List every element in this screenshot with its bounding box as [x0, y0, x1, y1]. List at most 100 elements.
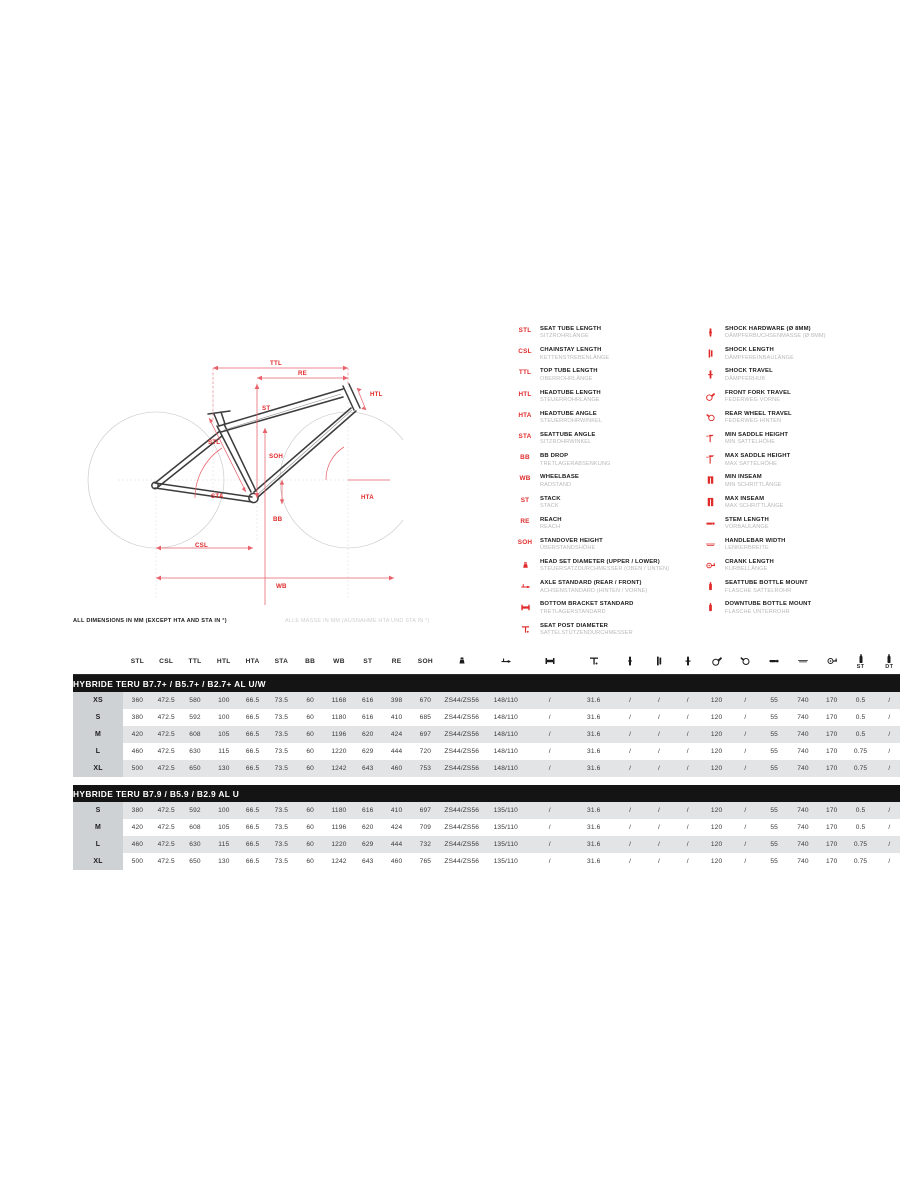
legend-item: SHOCK LENGTH DÄMPFEREINBAULÄNGE [697, 347, 864, 365]
table-cell: / [673, 819, 703, 836]
legend-item-key: CSL [518, 348, 532, 356]
handlebar-width-icon [697, 538, 723, 550]
legend-item-key: TTL [518, 369, 532, 377]
table-cell: 0.75 [846, 836, 875, 853]
table-cell: 592 [180, 709, 210, 726]
table-cell: 720 [410, 743, 440, 760]
legend-item: MAX INSEAM MAX SCHRITTLÄNGE [697, 496, 864, 514]
table-cell: / [874, 726, 900, 743]
table-cell: 73.5 [266, 802, 296, 819]
min-saddle-height-icon [697, 432, 723, 444]
table-cell: / [874, 692, 900, 709]
legend-item-label-en: BB DROP [540, 453, 569, 460]
legend-item: TTL TOP TUBE LENGTH OBERROHRLÄNGE [512, 368, 679, 386]
geometry-table: STL CSL TTL HTL HTA STA BB WB ST RE SOH ST DT HYBRID… [73, 648, 900, 870]
legend-item-label-en: HEAD SET DIAMETER (UPPER / LOWER) [540, 559, 660, 566]
front-fork-travel-icon [697, 390, 723, 402]
table-cell: 73.5 [266, 743, 296, 760]
table-cell: 120 [702, 836, 731, 853]
legend-item: REAR WHEEL TRAVEL FEDERWEG HINTEN [697, 411, 864, 429]
table-cell-size: M [73, 819, 123, 836]
min-inseam-icon [697, 474, 723, 486]
table-cell: 616 [353, 802, 383, 819]
table-cell: 444 [382, 743, 411, 760]
table-cell: 120 [702, 709, 731, 726]
table-header-csl: CSL [151, 648, 181, 675]
table-cell: / [874, 743, 900, 760]
table-cell: 740 [788, 819, 818, 836]
table-cell: 472.5 [151, 692, 181, 709]
legend-item-label-de: DÄMPFEREINBAULÄNGE [725, 354, 794, 361]
legend-item-key: WB [519, 475, 531, 483]
table-cell: / [874, 836, 900, 853]
table-cell: 148/110 [483, 709, 528, 726]
table-cell-size: S [73, 709, 123, 726]
table-cell: ZS44/ZS56 [439, 726, 484, 743]
rear-wheel-travel-icon [731, 654, 760, 668]
legend-item: SEATTUBE BOTTLE MOUNT FLASCHE SATTELROHR [697, 580, 864, 598]
legend-item-label-de: STEUERSATZDURCHMESSER (OBEN / UNTEN) [540, 566, 670, 573]
table-header-shock-travel-icon [673, 648, 703, 675]
table-cell: 380 [123, 802, 152, 819]
table-cell: 66.5 [238, 726, 267, 743]
table-cell: 580 [180, 692, 210, 709]
table-header-stl: STL [123, 648, 152, 675]
legend-item-label-en: REAR WHEEL TRAVEL [725, 410, 792, 417]
table-cell: 1220 [324, 836, 354, 853]
table-cell: 629 [353, 836, 383, 853]
downtube-bottle-mount-icon [875, 652, 900, 666]
table-cell: 73.5 [266, 760, 296, 777]
shock-travel-icon [673, 654, 702, 668]
legend-item: ST STACK STACK [512, 496, 679, 514]
table-cell: 120 [702, 760, 731, 777]
table-cell: 0.75 [846, 853, 875, 870]
table-cell: 472.5 [151, 802, 181, 819]
table-cell: / [874, 802, 900, 819]
table-cell: 620 [353, 819, 383, 836]
diagram-label-sta: STA [211, 493, 224, 500]
legend-item-label-en: STEM LENGTH [725, 516, 769, 523]
legend-column-right: SHOCK HARDWARE (Ø 8MM) DÄMPFERBUCHSENMAS… [697, 326, 864, 644]
legend-item-label-en: BOTTOM BRACKET STANDARD [540, 601, 634, 608]
table-cell: / [673, 760, 703, 777]
legend-item-label-en: SEAT TUBE LENGTH [540, 326, 602, 332]
table-cell: / [673, 726, 703, 743]
table-header-sta: STA [266, 648, 296, 675]
table-cell: 55 [759, 709, 789, 726]
legend-item: HTL HEADTUBE LENGTH STEUERROHRLÄNGE [512, 390, 679, 408]
table-header-rear-wheel-travel-icon [730, 648, 760, 675]
stem-length-icon [760, 654, 789, 668]
legend-item-label-en: HANDLEBAR WIDTH [725, 537, 786, 544]
table-cell: 500 [123, 853, 152, 870]
table-cell: 115 [209, 743, 239, 760]
table-cell: / [527, 760, 572, 777]
table-header-hta: HTA [238, 648, 267, 675]
table-header-soh: SOH [410, 648, 440, 675]
table-row: S 380 472.5 592 100 66.5 73.5 60 1180 616 410 685 ZS… [73, 709, 900, 726]
table-cell: / [673, 836, 703, 853]
table-cell: / [730, 853, 760, 870]
downtube-bottle-mount-icon [697, 601, 723, 613]
table-cell: 55 [759, 726, 789, 743]
legend-item: SHOCK TRAVEL DÄMPFERHUB [697, 368, 864, 386]
table-cell: 105 [209, 819, 239, 836]
table-cell: 120 [702, 743, 731, 760]
bottom-bracket-icon [528, 654, 572, 668]
table-cell: 1168 [324, 692, 354, 709]
table-cell: / [730, 726, 760, 743]
table-cell: 740 [788, 709, 818, 726]
legend-item: RE REACH REACH [512, 517, 679, 535]
table-cell: 135/110 [483, 836, 528, 853]
crank-length-icon [817, 654, 846, 668]
table-cell: 148/110 [483, 743, 528, 760]
seattube-bottle-mount-icon [697, 580, 723, 592]
table-cell: 670 [410, 692, 440, 709]
table-cell: 424 [382, 726, 411, 743]
shock-hardware-icon [616, 654, 645, 668]
table-cell: 60 [295, 802, 325, 819]
table-cell: ZS44/ZS56 [439, 692, 484, 709]
table-cell: / [615, 819, 645, 836]
table-cell: 170 [817, 802, 847, 819]
table-cell: / [730, 760, 760, 777]
legend-item-label-en: WHEELBASE [540, 474, 579, 481]
